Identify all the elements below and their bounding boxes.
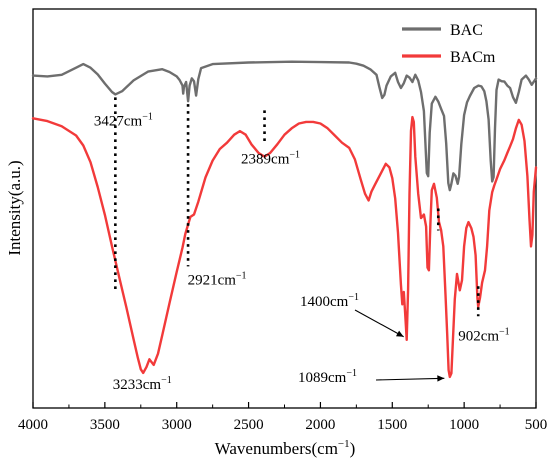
legend-label-bacm: BACm [450, 49, 496, 66]
x-tick-label-4000: 4000 [18, 417, 48, 433]
legend-label-bac: BAC [450, 22, 483, 39]
annotation-1400-arrow [354, 309, 404, 338]
x-tick-label-2500: 2500 [234, 417, 264, 433]
y-axis-title: Intensity(a.u.) [5, 160, 24, 255]
x-tick-label-3000: 3000 [162, 417, 192, 433]
annotation-layer: 3427cm−1 2921cm−1 2389cm−1 3233cm−1 1400cm−1… [94, 97, 510, 393]
annotation-902-label: 902cm−1 [458, 327, 509, 345]
x-axis-tick-labels: 4000 3500 3000 2500 2000 1500 1000 500 [18, 417, 547, 433]
annotation-3427-label: 3427cm−1 [94, 111, 153, 129]
series-line-bac [31, 60, 538, 192]
x-tick-label-2000: 2000 [305, 417, 335, 433]
series-layer [31, 60, 538, 379]
x-axis-ticks [32, 402, 537, 408]
annotation-1089-arrow [375, 375, 445, 382]
x-axis-title: Wavenumbers(cm−1) [215, 438, 356, 458]
annotation-2921-label: 2921cm−1 [188, 270, 247, 288]
plot-frame [32, 8, 537, 409]
series-line-bacm [31, 115, 538, 379]
annotation-1400-label: 1400cm−1 [300, 292, 359, 310]
x-tick-label-1000: 1000 [449, 417, 479, 433]
legend: BAC BACm [402, 22, 496, 66]
annotation-2389-label: 2389cm−1 [241, 150, 300, 168]
x-tick-label-1500: 1500 [377, 417, 407, 433]
x-tick-label-3500: 3500 [90, 417, 120, 433]
annotation-3233-label: 3233cm−1 [113, 375, 172, 393]
x-tick-label-500: 500 [525, 417, 548, 433]
annotation-1089-label: 1089cm−1 [298, 368, 357, 386]
